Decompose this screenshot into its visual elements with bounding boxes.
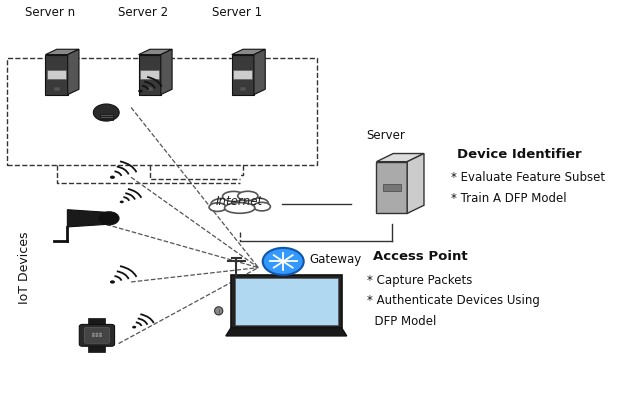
FancyBboxPatch shape xyxy=(383,184,401,191)
Polygon shape xyxy=(231,275,342,328)
FancyBboxPatch shape xyxy=(88,318,106,326)
Polygon shape xyxy=(139,54,161,95)
Ellipse shape xyxy=(214,307,223,315)
Circle shape xyxy=(138,89,143,93)
Text: DFP Model: DFP Model xyxy=(367,315,436,328)
FancyBboxPatch shape xyxy=(100,114,113,116)
Text: Gateway: Gateway xyxy=(309,253,362,266)
Circle shape xyxy=(95,332,99,335)
Text: IoT Devices: IoT Devices xyxy=(18,232,31,304)
Polygon shape xyxy=(226,328,347,336)
Text: Server 1: Server 1 xyxy=(212,6,262,19)
Text: Device Identifier: Device Identifier xyxy=(457,148,582,161)
Polygon shape xyxy=(147,87,153,91)
Circle shape xyxy=(92,332,95,335)
Ellipse shape xyxy=(209,203,226,211)
Ellipse shape xyxy=(245,198,268,209)
Text: Server n: Server n xyxy=(26,6,76,19)
Text: * Capture Packets: * Capture Packets xyxy=(367,274,472,287)
Circle shape xyxy=(120,201,124,203)
Polygon shape xyxy=(161,49,172,95)
FancyBboxPatch shape xyxy=(100,119,113,120)
Ellipse shape xyxy=(223,192,244,201)
Circle shape xyxy=(93,104,119,121)
Text: Access Point: Access Point xyxy=(373,250,468,264)
Ellipse shape xyxy=(237,191,258,201)
Text: * Authenticate Devices Using: * Authenticate Devices Using xyxy=(367,294,540,307)
Polygon shape xyxy=(232,54,254,95)
Polygon shape xyxy=(54,87,60,91)
Text: Server 2: Server 2 xyxy=(118,6,168,19)
Text: Internet: Internet xyxy=(216,195,263,208)
Circle shape xyxy=(99,335,102,337)
Polygon shape xyxy=(45,49,79,54)
FancyBboxPatch shape xyxy=(79,324,115,346)
Ellipse shape xyxy=(253,202,271,211)
Polygon shape xyxy=(45,54,68,95)
FancyBboxPatch shape xyxy=(100,116,113,118)
Circle shape xyxy=(95,335,99,337)
Ellipse shape xyxy=(221,194,258,209)
Ellipse shape xyxy=(225,203,255,213)
FancyBboxPatch shape xyxy=(84,328,109,343)
Circle shape xyxy=(262,248,304,275)
Circle shape xyxy=(132,326,136,328)
Polygon shape xyxy=(47,70,66,79)
Circle shape xyxy=(99,332,102,335)
Polygon shape xyxy=(407,154,424,213)
Text: Server: Server xyxy=(366,129,405,143)
Ellipse shape xyxy=(211,198,234,210)
Polygon shape xyxy=(235,278,337,325)
Circle shape xyxy=(110,176,115,179)
Polygon shape xyxy=(140,70,159,79)
Circle shape xyxy=(99,212,119,225)
Circle shape xyxy=(92,335,95,337)
Polygon shape xyxy=(376,162,407,213)
Polygon shape xyxy=(376,154,424,162)
Circle shape xyxy=(110,280,115,283)
Polygon shape xyxy=(68,49,79,95)
Text: * Evaluate Feature Subset: * Evaluate Feature Subset xyxy=(451,171,605,184)
Polygon shape xyxy=(139,49,172,54)
Text: * Train A DFP Model: * Train A DFP Model xyxy=(451,192,566,205)
Polygon shape xyxy=(232,49,265,54)
Polygon shape xyxy=(254,49,265,95)
Polygon shape xyxy=(67,210,106,227)
FancyBboxPatch shape xyxy=(88,344,106,352)
Polygon shape xyxy=(240,87,246,91)
Polygon shape xyxy=(234,70,252,79)
